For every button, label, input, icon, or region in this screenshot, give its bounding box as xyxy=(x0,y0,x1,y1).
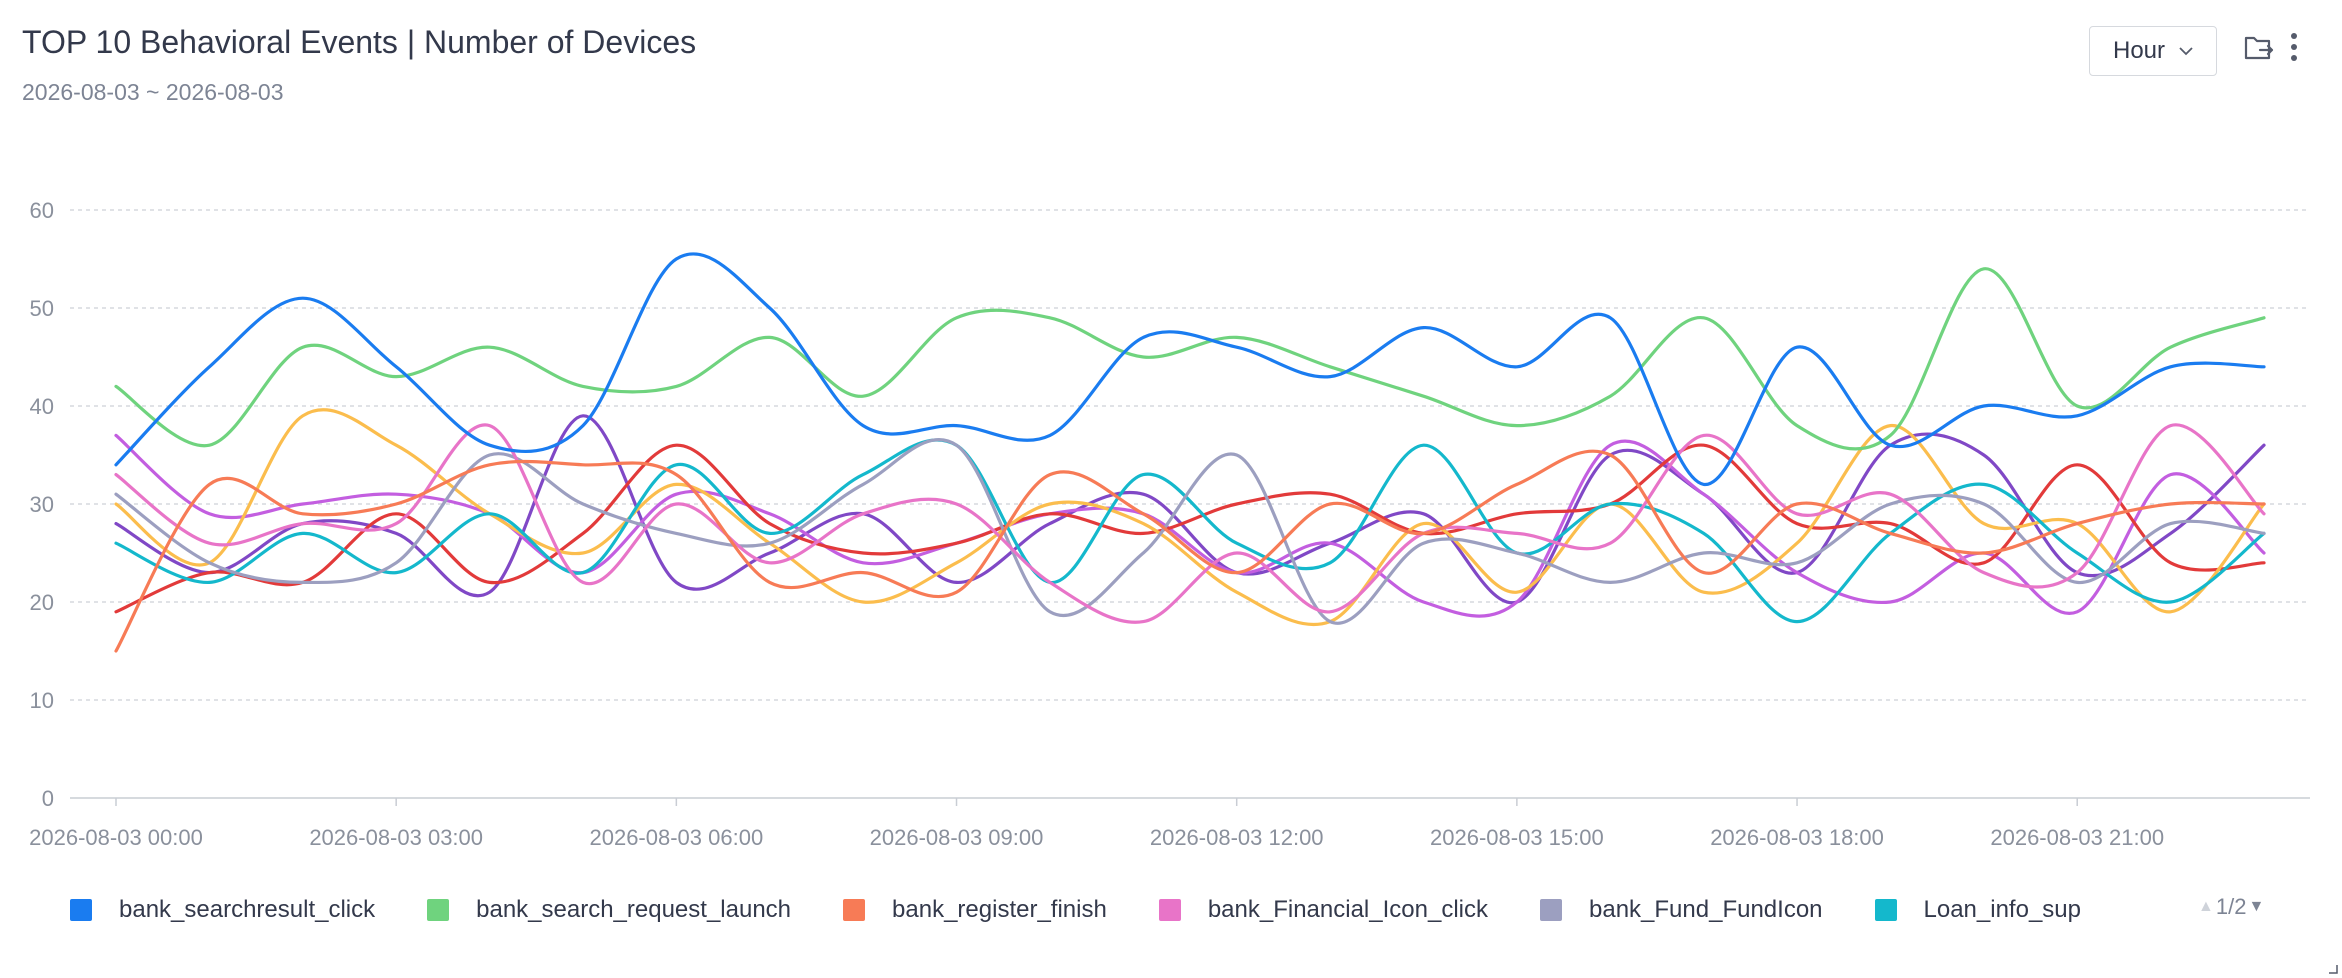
x-tick-label: 2026-08-03 12:00 xyxy=(1150,825,1324,850)
y-tick-label: 40 xyxy=(30,394,54,419)
legend-page-indicator: 1/2 xyxy=(2215,894,2247,919)
chart-header: TOP 10 Behavioral Events | Number of Dev… xyxy=(22,22,696,106)
legend-label: bank_Fund_FundIcon xyxy=(1589,896,1823,923)
legend-label: bank_register_finish xyxy=(892,896,1107,923)
legend-label: Loan_info_sup xyxy=(1923,896,2081,923)
legend-item[interactable]: bank_Financial_Icon_click xyxy=(1158,896,1488,924)
time-granularity-select[interactable]: Hour xyxy=(2089,26,2217,76)
legend-label: bank_searchresult_click xyxy=(119,896,376,923)
legend-item[interactable]: Loan_info_sup xyxy=(1874,896,2081,924)
y-tick-label: 10 xyxy=(30,688,54,713)
y-tick-label: 30 xyxy=(30,492,54,517)
chart-legend: bank_searchresult_click bank_search_reque… xyxy=(70,892,2133,928)
series-line-series-7 xyxy=(114,408,2266,627)
series-line-series-9 xyxy=(114,433,2266,618)
legend-item[interactable]: bank_searchresult_click xyxy=(70,896,375,924)
legend-swatch xyxy=(1874,899,1897,921)
chart-title: TOP 10 Behavioral Events | Number of Dev… xyxy=(22,24,697,60)
series-line-bank-register-finish xyxy=(114,449,2266,653)
series-line-bank-financial-icon-click xyxy=(114,423,2266,624)
x-tick-label: 2026-08-03 00:00 xyxy=(29,825,203,850)
legend-prev-page-icon[interactable]: ▲ xyxy=(2198,898,2214,915)
legend-swatch xyxy=(70,899,92,921)
legend-item[interactable]: bank_Fund_FundIcon xyxy=(1540,896,1823,924)
y-tick-label: 20 xyxy=(30,590,54,615)
legend-item[interactable]: bank_search_request_launch xyxy=(427,896,791,924)
resize-handle-icon[interactable] xyxy=(2326,962,2338,974)
legend-label: bank_search_request_launch xyxy=(476,896,792,923)
legend-pager: ▲ 1/2 ▼ xyxy=(2198,894,2264,920)
more-vertical-icon[interactable] xyxy=(2284,30,2304,66)
x-tick-label: 2026-08-03 15:00 xyxy=(1430,825,1604,850)
series-line-bank-fund-fundicon xyxy=(114,438,2266,625)
date-range: 2026-08-03 ~ 2026-08-03 xyxy=(22,79,284,105)
x-tick-label: 2026-08-03 09:00 xyxy=(870,825,1044,850)
time-granularity-value: Hour xyxy=(2112,37,2166,64)
legend-swatch xyxy=(843,899,866,921)
export-folder-icon[interactable] xyxy=(2243,30,2275,66)
series-line-bank-search-request-launch xyxy=(114,267,2266,451)
x-tick-label: 2026-08-03 03:00 xyxy=(309,825,483,850)
y-tick-label: 50 xyxy=(30,296,54,321)
legend-next-page-icon[interactable]: ▼ xyxy=(2248,898,2265,915)
chevron-down-icon xyxy=(2179,47,2193,56)
legend-swatch xyxy=(1540,899,1562,921)
legend-swatch xyxy=(427,899,450,921)
legend-item[interactable]: bank_register_finish xyxy=(843,896,1107,924)
x-tick-label: 2026-08-03 06:00 xyxy=(589,825,763,850)
series-line-loan-info-sup xyxy=(114,438,2266,624)
legend-label: bank_Financial_Icon_click xyxy=(1207,896,1488,923)
x-tick-label: 2026-08-03 18:00 xyxy=(1710,825,1884,850)
y-tick-label: 60 xyxy=(30,198,54,223)
legend-swatch xyxy=(1158,899,1181,921)
series-line-bank-searchresult-click xyxy=(114,252,2266,486)
y-tick-label: 0 xyxy=(42,786,54,811)
x-tick-label: 2026-08-03 21:00 xyxy=(1990,825,2164,850)
